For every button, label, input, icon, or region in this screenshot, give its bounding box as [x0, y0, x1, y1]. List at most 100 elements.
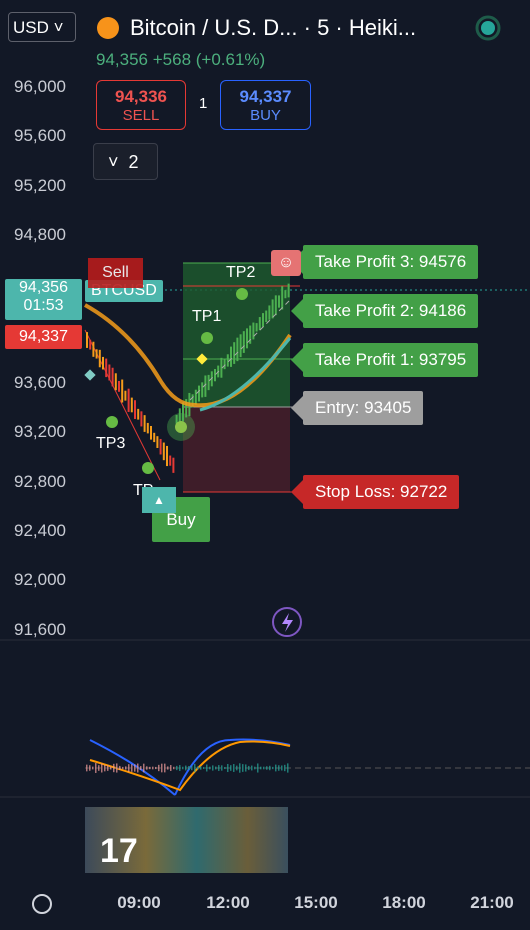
histogram-bar	[188, 766, 190, 770]
candle	[239, 334, 242, 358]
histogram-bar	[131, 764, 133, 772]
price: 94,356	[96, 50, 148, 69]
time-tick-label: 21:00	[470, 893, 514, 912]
candle	[284, 290, 287, 299]
histogram-bar	[206, 764, 208, 772]
candle	[134, 400, 136, 419]
histogram-bar	[104, 764, 106, 772]
candle	[226, 354, 229, 367]
histogram-bar	[227, 763, 229, 773]
histogram-bar	[272, 766, 274, 770]
candle	[207, 374, 210, 391]
candle	[271, 299, 274, 319]
candle	[255, 323, 258, 332]
candle	[153, 432, 156, 443]
histogram-bar	[212, 765, 214, 771]
histogram-bar	[242, 764, 244, 772]
candle	[249, 325, 252, 344]
histogram-bar	[143, 763, 145, 773]
candle	[204, 375, 207, 397]
candle	[252, 322, 255, 340]
histogram-bar	[194, 763, 196, 773]
candle	[236, 337, 239, 362]
candle	[150, 425, 152, 440]
histogram-bar	[146, 766, 148, 770]
histogram-bar	[245, 764, 247, 772]
lightning-icon[interactable]	[272, 607, 302, 637]
symbol: Bitcoin / U.S. D... · 5 · Heiki...	[130, 15, 416, 41]
histogram-bar	[251, 765, 253, 771]
candle	[102, 356, 104, 370]
tp2-label: Take Profit 2: 94186	[290, 294, 479, 328]
candle	[281, 286, 284, 310]
histogram-bar	[266, 766, 268, 770]
last-price: 94,356	[19, 279, 68, 296]
histogram-bar	[191, 765, 193, 771]
histogram-bar	[236, 765, 238, 771]
candle	[201, 382, 204, 398]
histogram-bar	[218, 765, 220, 771]
candle	[220, 357, 223, 378]
candle	[172, 457, 175, 473]
status-dot	[481, 21, 495, 35]
histogram-bar	[215, 766, 217, 770]
time-tick-label: 09:00	[117, 893, 161, 912]
candle	[258, 317, 261, 331]
profit-zone	[183, 263, 290, 407]
tp-dot	[106, 416, 118, 428]
candle	[114, 373, 117, 391]
buy-signal: Buy	[152, 497, 210, 542]
candle	[233, 342, 236, 364]
histogram-bar	[125, 766, 127, 770]
diamond	[196, 353, 208, 365]
currency-select[interactable]: USD ˅	[8, 12, 76, 42]
bid-badge: 94,337	[5, 325, 82, 349]
currency: USD	[13, 18, 49, 37]
price-tick-label: 92,400	[14, 521, 66, 540]
histogram-bar	[134, 764, 136, 772]
time-tick-label: 12:00	[206, 893, 250, 912]
candle	[214, 369, 216, 382]
buy-button[interactable]: 94,337 BUY	[220, 80, 311, 130]
candle	[130, 397, 133, 413]
candle	[127, 388, 130, 412]
candle	[121, 379, 124, 403]
settings-icon[interactable]	[32, 894, 52, 914]
sell-button[interactable]: 94,336 SELL	[96, 80, 186, 130]
quote: 94,356 +568 (+0.61%)	[96, 50, 265, 70]
histogram-bar	[158, 764, 160, 772]
histogram-bar	[89, 765, 91, 771]
histogram-bar	[95, 763, 97, 773]
tp3-marker: TP3	[96, 435, 126, 452]
histogram-bar	[233, 764, 235, 772]
candle	[146, 422, 149, 434]
histogram-bar	[101, 763, 103, 773]
histogram-bar	[170, 765, 172, 771]
stop-label: Stop Loss: 92722	[290, 475, 460, 509]
candle	[287, 283, 290, 298]
histogram-bar	[149, 766, 151, 770]
tp2-marker: TP2	[226, 264, 256, 281]
candle	[159, 438, 162, 455]
candle	[274, 295, 277, 316]
histogram-bar	[155, 766, 157, 770]
histogram-bar	[260, 766, 262, 770]
candle	[175, 414, 178, 424]
entry-label: Entry: 93405	[290, 391, 424, 425]
histogram-bar	[98, 765, 100, 771]
candle	[230, 346, 232, 367]
candle	[169, 455, 172, 466]
histogram-bar	[275, 764, 277, 772]
buy-arrow: ▲	[142, 487, 176, 513]
time-tick-label: 18:00	[382, 893, 426, 912]
tp-dot	[142, 462, 154, 474]
indicators-toggle[interactable]: ˅ 2	[93, 143, 158, 180]
histogram-bar	[239, 763, 241, 773]
candle	[182, 402, 184, 422]
tp-dot	[236, 288, 248, 300]
logo: 17	[100, 832, 138, 870]
price-tick-label: 91,600	[14, 620, 66, 639]
sell-price: 94,336	[115, 87, 167, 106]
candle	[265, 310, 268, 322]
